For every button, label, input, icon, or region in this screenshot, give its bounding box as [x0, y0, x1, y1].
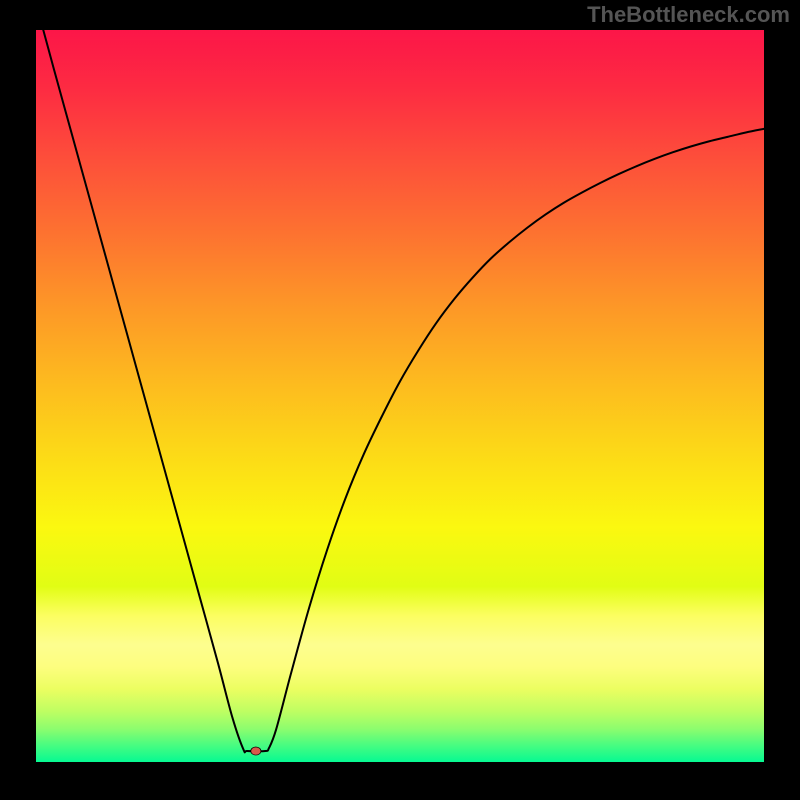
watermark-label: TheBottleneck.com	[587, 2, 790, 28]
bottleneck-chart	[36, 30, 764, 762]
chart-frame: TheBottleneck.com	[0, 0, 800, 800]
sweet-spot-marker	[251, 747, 261, 755]
